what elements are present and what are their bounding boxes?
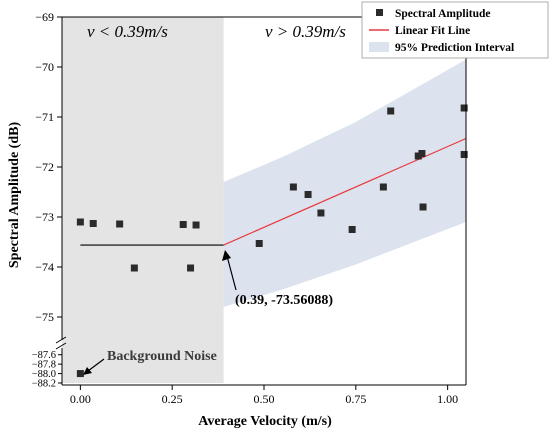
background-noise-point — [76, 370, 84, 378]
y-lower-tick-label-0: −87.6 — [32, 350, 56, 361]
y-axis-label: Spectral Amplitude (dB) — [7, 122, 22, 269]
y-tick-label-2: −71 — [35, 110, 54, 124]
background-noise-arrow-line — [87, 358, 105, 372]
data-point-13 — [387, 107, 395, 115]
x-axis-label: Average Velocity (m/s) — [198, 414, 332, 429]
x-tick-label-1: 0.25 — [162, 392, 183, 406]
prediction-band-layer — [223, 59, 466, 307]
data-point-5 — [187, 264, 195, 272]
data-point-2 — [116, 220, 124, 228]
data-point-11 — [348, 226, 356, 233]
y-tick-label-6: −75 — [35, 310, 54, 324]
annotation-threshold-point: (0.39, -73.56088) — [235, 293, 333, 308]
data-point-18 — [460, 151, 468, 158]
data-point-17 — [460, 104, 468, 112]
data-point-1 — [89, 220, 97, 227]
data-point-4 — [179, 221, 187, 228]
data-point-7 — [255, 240, 263, 247]
legend-item-linear-fit: Linear Fit Line — [395, 25, 470, 37]
data-point-9 — [304, 191, 312, 198]
y-tick-label-4: −73 — [35, 210, 54, 224]
x-tick-label-0: 0.00 — [70, 392, 91, 406]
y-lower-tick-label-3: −88.2 — [32, 379, 56, 390]
axis-break-mark-top — [55, 336, 67, 344]
legend-item-prediction-interval: 95% Prediction Interval — [395, 42, 514, 54]
linear-fit-line — [223, 137, 467, 246]
data-point-8 — [289, 183, 297, 191]
region-label-high-velocity: v > 0.39m/s — [265, 22, 346, 41]
y-lower-tick-label-1: −87.8 — [32, 360, 56, 371]
y-tick-label-1: −70 — [35, 60, 54, 74]
y-tick-label-3: −72 — [35, 160, 54, 174]
y-tick-label-0: −69 — [35, 10, 54, 24]
threshold-annotation: (0.39, -73.56088) — [222, 250, 333, 308]
data-point-3 — [130, 264, 138, 272]
background-noise-arrow-head — [83, 367, 92, 375]
background-noise-label: Background Noise — [107, 349, 217, 364]
data-point-10 — [317, 209, 325, 217]
y-tick-label-5: −74 — [35, 260, 54, 274]
legend-marker-band — [369, 42, 389, 52]
points-layer — [76, 104, 468, 378]
legend-box — [361, 1, 549, 59]
data-point-12 — [379, 183, 387, 191]
regions-layer — [62, 17, 224, 383]
prediction-interval-band — [223, 59, 466, 307]
lines-layer — [80, 137, 467, 246]
data-point-16 — [419, 203, 427, 211]
data-point-0 — [76, 218, 84, 226]
data-point-14 — [414, 152, 422, 160]
legend-marker-points — [376, 9, 383, 16]
y-lower-tick-label-2: −88.0 — [32, 369, 56, 380]
region-label-low-velocity: v < 0.39m/s — [87, 22, 168, 41]
data-point-15 — [418, 150, 426, 157]
data-point-6 — [192, 221, 200, 229]
legend-item-spectral-amplitude: Spectral Amplitude — [395, 8, 491, 20]
background-noise-annotation: Background Noise — [83, 349, 217, 375]
axis-break-mark-bottom — [55, 342, 67, 350]
x-tick-label-2: 0.50 — [254, 392, 275, 406]
annotation-arrow-line — [226, 255, 237, 291]
annotation-arrow-head — [222, 250, 231, 261]
low-velocity-region — [62, 17, 224, 383]
x-tick-label-3: 0.75 — [345, 392, 366, 406]
legend: Spectral Amplitude Linear Fit Line 95% P… — [361, 1, 549, 59]
x-tick-label-4: 1.00 — [437, 392, 458, 406]
